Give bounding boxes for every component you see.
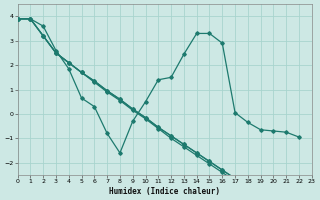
- X-axis label: Humidex (Indice chaleur): Humidex (Indice chaleur): [109, 187, 220, 196]
